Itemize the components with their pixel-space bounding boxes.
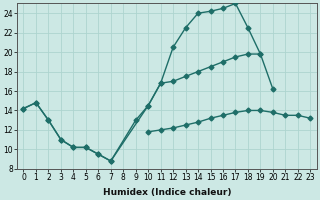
X-axis label: Humidex (Indice chaleur): Humidex (Indice chaleur): [103, 188, 231, 197]
